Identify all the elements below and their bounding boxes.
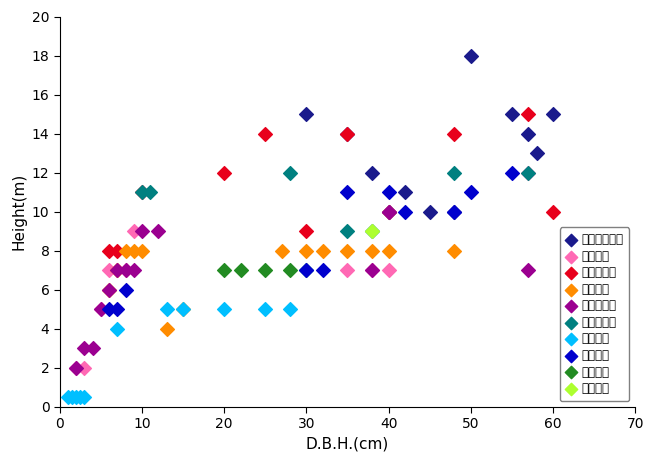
구실잣밤나무 (400, 188, 410, 196)
단풍나무 (301, 267, 312, 274)
동백나무 (161, 306, 172, 313)
구실잣밤나무 (531, 150, 542, 157)
단풍나무 (318, 267, 328, 274)
조록나무 (343, 267, 353, 274)
황칠나무 (137, 247, 147, 255)
종가시나무 (137, 188, 147, 196)
종가시나무 (285, 169, 295, 176)
참식나무 (367, 228, 377, 235)
구실잣밤나무 (523, 130, 534, 138)
참가시나무 (260, 130, 271, 138)
붉가시나무 (112, 267, 122, 274)
구실잣밤나무 (466, 52, 476, 59)
참가시나무 (449, 130, 460, 138)
황칠나무 (301, 247, 312, 255)
구실잣밤나무 (449, 208, 460, 215)
단풍나무 (506, 169, 517, 176)
황칠나무 (112, 267, 122, 274)
조록나무 (128, 228, 139, 235)
단풍나무 (449, 208, 460, 215)
동백나무 (219, 306, 229, 313)
붉가시나무 (88, 344, 98, 352)
참가시나무 (343, 130, 353, 138)
황칠나무 (161, 325, 172, 332)
조록나무 (121, 267, 131, 274)
참가시나무 (112, 247, 122, 255)
참가시나무 (137, 188, 147, 196)
조록나무 (71, 364, 81, 372)
붉가시나무 (383, 208, 394, 215)
참가시나무 (548, 208, 558, 215)
Y-axis label: Height(m): Height(m) (11, 173, 26, 250)
단풍나무 (383, 188, 394, 196)
단풍나무 (121, 286, 131, 294)
붉가시나무 (523, 267, 534, 274)
황칠나무 (383, 247, 394, 255)
동백나무 (285, 306, 295, 313)
구실잣밤나무 (506, 111, 517, 118)
Legend: 구실잣밤나무, 조록나무, 참가시나무, 황칠나무, 붉가시나무, 종가시나무, 동백나무, 단풍나무, 예덕나무, 참식나무: 구실잣밤나무, 조록나무, 참가시나무, 황칠나무, 붉가시나무, 종가시나무,… (560, 227, 629, 401)
조록나무 (523, 169, 534, 176)
X-axis label: D.B.H.(cm): D.B.H.(cm) (306, 437, 389, 452)
종가시나무 (523, 169, 534, 176)
종가시나무 (145, 188, 155, 196)
구실잣밤나무 (424, 208, 435, 215)
동백나무 (112, 325, 122, 332)
동백나무 (75, 394, 86, 401)
참가시나무 (523, 111, 534, 118)
조록나무 (112, 267, 122, 274)
단풍나무 (400, 208, 410, 215)
붉가시나무 (96, 306, 106, 313)
붉가시나무 (367, 267, 377, 274)
종가시나무 (301, 267, 312, 274)
구실잣밤나무 (367, 169, 377, 176)
황칠나무 (449, 247, 460, 255)
구실잣밤나무 (548, 111, 558, 118)
붉가시나무 (79, 344, 90, 352)
종가시나무 (343, 228, 353, 235)
단풍나무 (343, 188, 353, 196)
예덕나무 (235, 267, 246, 274)
참가시나무 (219, 169, 229, 176)
참가시나무 (383, 208, 394, 215)
동백나무 (67, 394, 77, 401)
동백나무 (71, 394, 81, 401)
붉가시나무 (137, 228, 147, 235)
구실잣밤나무 (301, 111, 312, 118)
구실잣밤나무 (343, 130, 353, 138)
황칠나무 (128, 247, 139, 255)
조록나무 (79, 364, 90, 372)
황칠나무 (367, 247, 377, 255)
참가시나무 (301, 228, 312, 235)
동백나무 (79, 394, 90, 401)
동백나무 (178, 306, 189, 313)
종가시나무 (367, 228, 377, 235)
황칠나무 (121, 247, 131, 255)
황칠나무 (178, 306, 189, 313)
조록나무 (104, 267, 115, 274)
붉가시나무 (153, 228, 164, 235)
예덕나무 (219, 267, 229, 274)
황칠나무 (318, 247, 328, 255)
예덕나무 (260, 267, 271, 274)
조록나무 (96, 306, 106, 313)
종가시나무 (449, 169, 460, 176)
붉가시나무 (121, 267, 131, 274)
단풍나무 (104, 306, 115, 313)
예덕나무 (285, 267, 295, 274)
황칠나무 (276, 247, 287, 255)
참가시나무 (104, 247, 115, 255)
구실잣밤나무 (383, 208, 394, 215)
조록나무 (367, 267, 377, 274)
황칠나무 (343, 247, 353, 255)
붉가시나무 (128, 267, 139, 274)
단풍나무 (112, 306, 122, 313)
동백나무 (260, 306, 271, 313)
붉가시나무 (104, 286, 115, 294)
동백나무 (63, 394, 73, 401)
황칠나무 (104, 286, 115, 294)
붉가시나무 (71, 364, 81, 372)
조록나무 (383, 267, 394, 274)
단풍나무 (466, 188, 476, 196)
